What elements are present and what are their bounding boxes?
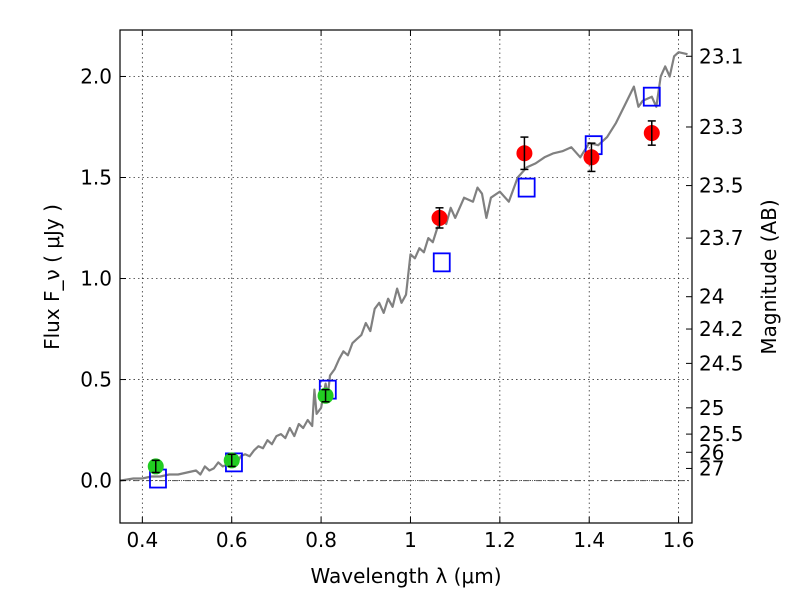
y2-tick-label: 27: [699, 456, 724, 480]
y2-tick-label: 25.5: [699, 422, 744, 446]
y2-tick-label: 26: [699, 440, 724, 464]
x-tick-label: 0.4: [126, 528, 158, 552]
y2-tick-label: 24.5: [699, 351, 744, 375]
y-tick-label: 2.0: [80, 64, 112, 88]
x-tick-label: 1.6: [663, 528, 695, 552]
y-tick-label: 1.5: [80, 165, 112, 189]
y-tick-label: 0.0: [80, 469, 112, 493]
y2-axis-label: Magnitude (AB): [757, 199, 781, 354]
model-photometry-square: [432, 252, 451, 273]
model-photometry-square: [517, 177, 536, 198]
plot-frame: [119, 29, 693, 524]
y-axis-ticks: 0.0 0.5 1.0 1.5 2.0: [80, 64, 126, 493]
x-tick-label: 1: [404, 528, 417, 552]
y-tick-label: 0.5: [80, 368, 112, 392]
x-axis-ticks: 0.4 0.6 0.8 1 1.2 1.4 1.6: [126, 30, 695, 552]
y2-tick-label: 24: [699, 285, 724, 309]
y2-tick-label: 23.1: [699, 44, 744, 68]
model-spectrum-line: [119, 51, 688, 482]
x-tick-label: 1.2: [484, 528, 516, 552]
y2-tick-label: 23.5: [699, 174, 744, 198]
model-photometry-square: [642, 86, 661, 107]
y-axis-label: Flux F_ν ( μJy ): [40, 204, 64, 350]
y2-tick-label: 24.2: [699, 317, 744, 341]
x-tick-label: 0.8: [305, 528, 337, 552]
x-tick-label: 1.4: [573, 528, 605, 552]
y2-tick-label: 23.3: [699, 115, 744, 139]
x-axis-label: Wavelength λ (μm): [310, 564, 501, 588]
grid-lines: [120, 30, 692, 523]
y2-tick-label: 23.7: [699, 226, 744, 250]
y2-tick-label: 25: [699, 396, 724, 420]
plot-series: [119, 51, 688, 489]
x-tick-label: 0.6: [216, 528, 248, 552]
y-tick-label: 1.0: [80, 267, 112, 291]
